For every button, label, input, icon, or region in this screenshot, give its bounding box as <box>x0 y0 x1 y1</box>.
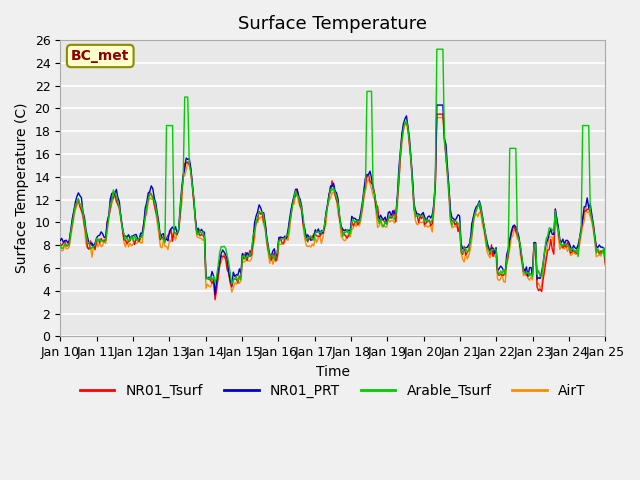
Text: BC_met: BC_met <box>71 49 129 63</box>
Title: Surface Temperature: Surface Temperature <box>238 15 428 33</box>
X-axis label: Time: Time <box>316 365 350 379</box>
Legend: NR01_Tsurf, NR01_PRT, Arable_Tsurf, AirT: NR01_Tsurf, NR01_PRT, Arable_Tsurf, AirT <box>74 378 591 404</box>
Y-axis label: Surface Temperature (C): Surface Temperature (C) <box>15 103 29 274</box>
